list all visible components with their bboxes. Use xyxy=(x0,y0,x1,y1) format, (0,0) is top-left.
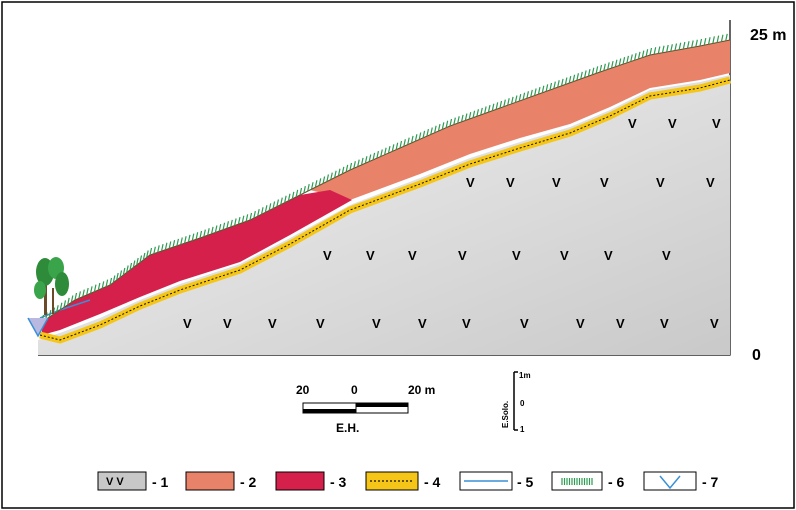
bedrock-v-symbol: V xyxy=(662,248,671,263)
soil-horizon-3 xyxy=(42,190,352,335)
vegetation-hatch xyxy=(41,33,728,323)
legend-swatch-1-text: V V xyxy=(106,476,124,488)
legend-label-3: - 3 xyxy=(330,474,347,490)
scale-center-label: 0 xyxy=(351,383,358,397)
bedrock-v-symbol: V xyxy=(506,175,515,190)
legend-label-2: - 2 xyxy=(240,474,257,490)
bedrock-area xyxy=(38,75,730,355)
legend-label-6: - 6 xyxy=(608,474,625,490)
top-height-label: 25 m xyxy=(750,27,786,44)
bedrock-v-symbol: V xyxy=(418,316,427,331)
bedrock-v-symbol: V xyxy=(656,175,665,190)
bedrock-v-symbol: V xyxy=(552,175,561,190)
bedrock-v-symbol: V xyxy=(466,175,475,190)
bedrock-v-symbol: V xyxy=(372,316,381,331)
bedrock-v-symbol: V xyxy=(710,316,719,331)
bedrock-v-symbol: V xyxy=(223,316,232,331)
bedrock-v-symbol: V xyxy=(408,248,417,263)
bedrock-v-symbol: V xyxy=(560,248,569,263)
legend-label-7: - 7 xyxy=(702,474,719,490)
bedrock-v-symbol: V xyxy=(576,316,585,331)
bedrock-v-symbol: V xyxy=(323,248,332,263)
bedrock-v-symbol: V xyxy=(706,175,715,190)
scale-caption: E.H. xyxy=(336,421,359,435)
legend-label-4: - 4 xyxy=(424,474,441,490)
legend-swatch-2 xyxy=(185,471,235,491)
scale-right-label: 20 m xyxy=(408,383,435,397)
bedrock-v-symbol: V xyxy=(600,175,609,190)
legend-label-5: - 5 xyxy=(517,474,534,490)
bedrock-v-symbol: V xyxy=(660,316,669,331)
bedrock-v-symbol: V xyxy=(268,316,277,331)
legend-swatch-3 xyxy=(275,471,325,491)
legend: V V - 1 - 2 - 3 - 4 - 5 - 6 - 7 xyxy=(97,471,719,491)
legend-swatch-7 xyxy=(643,471,697,491)
bedrock-v-symbol: V xyxy=(316,316,325,331)
vertical-scale-bottom: 1 xyxy=(520,425,525,434)
soil-horizon-4-line xyxy=(39,79,731,341)
vertical-scale: E.Solo. 1m 0 1 xyxy=(501,371,531,434)
scale-left-label: 20 xyxy=(296,383,310,397)
bedrock-v-symbol: V xyxy=(512,248,521,263)
bedrock-v-symbol: V xyxy=(520,316,529,331)
bedrock-v-symbols: V V V V V V V V V V V V V V V V V V V V V V V V V V V V V xyxy=(183,116,721,331)
bedrock-v-symbol: V xyxy=(366,248,375,263)
tree-icon xyxy=(34,257,69,315)
bedrock-v-symbol: V xyxy=(462,316,471,331)
bottom-height-label: 0 xyxy=(752,347,761,364)
legend-label-1: - 1 xyxy=(152,474,169,490)
bedrock-v-symbol: V xyxy=(604,248,613,263)
horizontal-scale: 20 0 20 m E.H. xyxy=(296,383,435,435)
vertical-scale-middle: 0 xyxy=(520,399,525,408)
bedrock-v-symbol: V xyxy=(458,248,467,263)
vertical-scale-top: 1m xyxy=(519,371,531,380)
bedrock-v-symbol: V xyxy=(628,116,637,131)
bedrock-v-symbol: V xyxy=(183,316,192,331)
bedrock-v-symbol: V xyxy=(616,316,625,331)
bedrock-v-symbol: V xyxy=(668,116,677,131)
vertical-scale-caption: E.Solo. xyxy=(501,401,510,428)
stream-symbol xyxy=(27,317,49,338)
legend-swatch-1 xyxy=(97,471,147,491)
soil-horizon-2 xyxy=(310,40,730,200)
bedrock-v-symbol: V xyxy=(712,116,721,131)
